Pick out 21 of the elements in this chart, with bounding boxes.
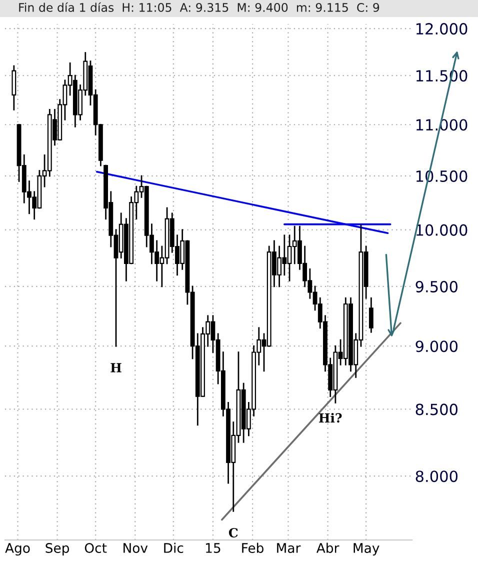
annotation: C — [228, 528, 238, 538]
y-tick-label: 12.000 — [416, 23, 468, 35]
x-tick-label: Feb — [242, 542, 264, 553]
x-tick-label: 15 — [206, 543, 220, 553]
y-tick-label: 8.500 — [416, 404, 458, 416]
annotation: H — [110, 363, 122, 372]
x-tick-label: Abr — [316, 542, 340, 553]
x-tick-label: May — [354, 543, 380, 556]
y-tick-label: 8.000 — [416, 470, 458, 482]
candlestick — [368, 297, 374, 333]
chart-title: Fin de día 1 días H: 11:05 A: 9.315 M: 9.400 m: 9.115 C: 9 — [19, 2, 380, 12]
x-tick-label: Nov — [124, 543, 148, 553]
y-tick-label: 9.500 — [416, 280, 458, 292]
y-tick-label: 9.000 — [416, 340, 458, 352]
x-tick-label: Mar — [277, 543, 301, 553]
x-tick-label: Ago — [5, 543, 30, 556]
x-tick-label: Sep — [46, 543, 70, 556]
annotation: Hi? — [318, 412, 342, 423]
y-tick-label: 10.000 — [416, 224, 468, 236]
x-tick-label: Oct — [84, 543, 107, 553]
x-tick-label: Dic — [164, 542, 184, 553]
